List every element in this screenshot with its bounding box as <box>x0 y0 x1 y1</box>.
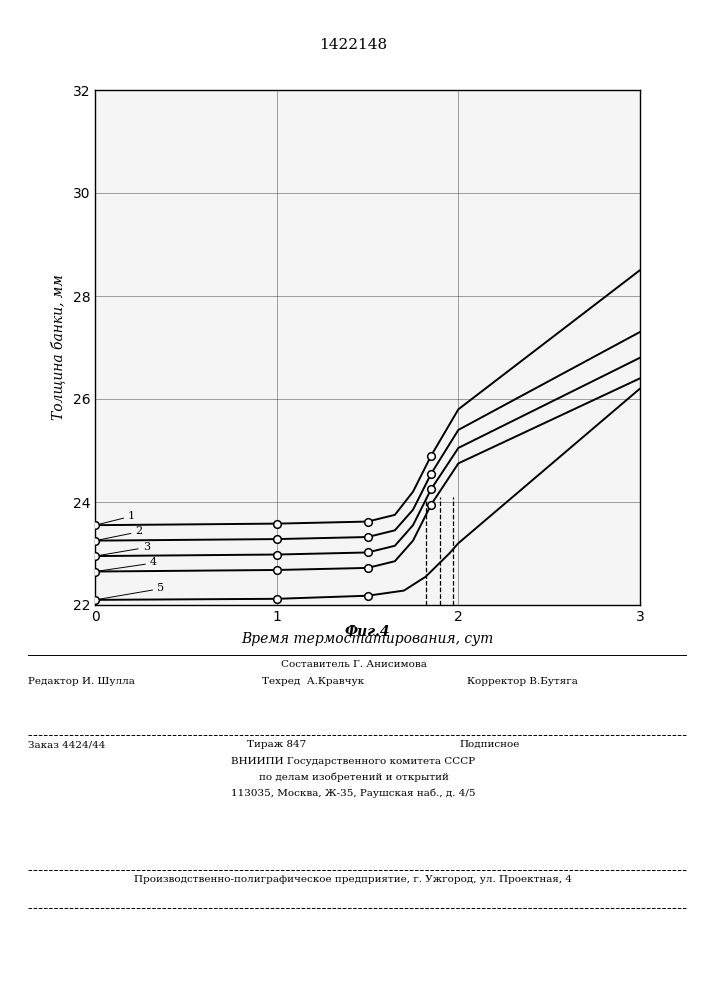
Text: 5: 5 <box>157 583 164 593</box>
Text: Корректор В.Бутяга: Корректор В.Бутяга <box>467 677 578 686</box>
Text: 2: 2 <box>135 526 143 536</box>
Text: Подписное: Подписное <box>460 740 520 749</box>
Text: 1: 1 <box>128 511 135 521</box>
Text: по делам изобретений и открытий: по делам изобретений и открытий <box>259 773 448 782</box>
Text: Тираж 847: Тираж 847 <box>247 740 307 749</box>
Text: Производственно-полиграфическое предприятие, г. Ужгород, ул. Проектная, 4: Производственно-полиграфическое предприя… <box>134 875 573 884</box>
Text: 1422148: 1422148 <box>320 38 387 52</box>
Text: Заказ 4424/44: Заказ 4424/44 <box>28 740 105 749</box>
Text: Редактор И. Шулла: Редактор И. Шулла <box>28 677 135 686</box>
Text: Составитель Г. Анисимова: Составитель Г. Анисимова <box>281 660 426 669</box>
Text: Фиг.4: Фиг.4 <box>345 625 390 639</box>
Text: Техред  А.Кравчук: Техред А.Кравчук <box>262 677 363 686</box>
Text: 4: 4 <box>150 557 157 567</box>
Text: 3: 3 <box>143 542 150 552</box>
X-axis label: Время термостатирования, сут: Время термостатирования, сут <box>242 632 493 646</box>
Text: ВНИИПИ Государственного комитета СССР: ВНИИПИ Государственного комитета СССР <box>231 757 476 766</box>
Text: 113035, Москва, Ж-35, Раушская наб., д. 4/5: 113035, Москва, Ж-35, Раушская наб., д. … <box>231 789 476 798</box>
Y-axis label: Толщина банки, мм: Толщина банки, мм <box>49 275 64 420</box>
